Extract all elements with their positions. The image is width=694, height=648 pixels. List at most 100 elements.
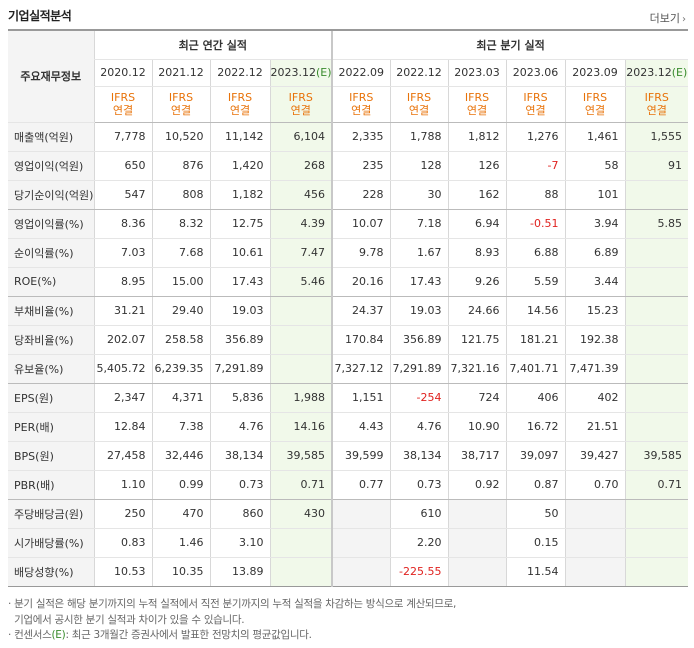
- table-cell: 3.10: [209, 528, 270, 558]
- consolidated-label: 연결: [229, 104, 251, 117]
- consolidated-label: 연결: [170, 104, 192, 117]
- table-row: 유보율(%) 5,405.72 6,239.35 7,291.89 7,327.12 7,…: [8, 354, 689, 384]
- row-label: 주당배당금(원): [8, 499, 94, 529]
- table-cell: [447, 499, 507, 529]
- ifrs-header: IFRS 연결: [389, 86, 449, 123]
- period-header: 2022.09: [331, 59, 391, 87]
- chevron-right-icon[interactable]: ›: [682, 14, 686, 25]
- row-label: 매출액(억원): [8, 122, 94, 152]
- ifrs-header: IFRS 연결: [269, 86, 333, 123]
- table-cell: 15.23: [564, 296, 626, 326]
- quarter-group-header: 최근 분기 실적: [331, 29, 689, 60]
- table-cell: 228: [331, 180, 391, 210]
- ifrs-header: IFRS 연결: [93, 86, 152, 123]
- ifrs-label: IFRS: [523, 91, 548, 104]
- table-cell: 50: [505, 499, 566, 529]
- table-row: PBR(배) 1.10 0.99 0.73 0.71 0.77 0.73 0.92 0.87 0.…: [8, 470, 689, 500]
- table-cell: 170.84: [331, 325, 391, 355]
- table-cell: 20.16: [331, 267, 391, 297]
- table-cell: 29.40: [151, 296, 210, 326]
- row-label: 시가배당률(%): [8, 528, 94, 558]
- table-cell: 7,401.71: [505, 354, 566, 384]
- table-cell: 126: [447, 151, 507, 181]
- table-cell: 32,446: [151, 441, 210, 471]
- table-cell: -225.55: [389, 557, 449, 587]
- period-header: 2022.12: [389, 59, 449, 87]
- table-cell: 4.43: [331, 412, 391, 442]
- table-cell: 7.38: [151, 412, 210, 442]
- period-header-row: 2020.12 2021.12 2022.12 2023.12(E) 2022.09 20…: [8, 59, 689, 87]
- row-label: BPS(원): [8, 441, 94, 471]
- table-cell: [624, 412, 689, 442]
- row-label: 배당성향(%): [8, 557, 94, 587]
- table-cell: 0.99: [151, 470, 210, 500]
- more-link[interactable]: 더보기 ›: [650, 10, 686, 26]
- table-cell: 38,717: [447, 441, 507, 471]
- table-cell: 1,461: [564, 122, 626, 152]
- table-row: 시가배당률(%) 0.83 1.46 3.10 2.20 0.15: [8, 528, 689, 558]
- table-row: 영업이익률(%) 8.36 8.32 12.75 4.39 10.07 7.18 6.94 -0…: [8, 209, 689, 239]
- table-cell: 356.89: [389, 325, 449, 355]
- table-cell: 7.03: [93, 238, 152, 268]
- annual-group-header: 최근 연간 실적: [93, 29, 333, 60]
- note-line: 기업에서 공시한 분기 실적과 차이가 있을 수 있습니다.: [8, 613, 245, 626]
- table-cell: 0.87: [505, 470, 566, 500]
- group-header-row: 주요재무정보 최근 연간 실적 최근 분기 실적: [8, 29, 689, 123]
- row-label: PER(배): [8, 412, 94, 442]
- table-cell: [624, 296, 689, 326]
- estimate-mark: (E): [51, 629, 66, 641]
- table-cell: 128: [389, 151, 449, 181]
- table-cell: 8.36: [93, 209, 152, 239]
- period-label: 2021.12: [158, 66, 204, 79]
- table-cell: 7,321.16: [447, 354, 507, 384]
- table-cell: [624, 557, 689, 587]
- ifrs-label: IFRS: [288, 91, 313, 104]
- period-label: 2023.12: [270, 66, 317, 79]
- table-cell: 30: [389, 180, 449, 210]
- table-cell: 39,097: [505, 441, 566, 471]
- table-cell: 5.46: [269, 267, 333, 297]
- table-cell: 1,788: [389, 122, 449, 152]
- consolidated-label: 연결: [646, 104, 667, 117]
- table-cell: [447, 557, 507, 587]
- estimate-mark: (E): [671, 66, 688, 79]
- table-cell: 38,134: [389, 441, 449, 471]
- table-cell: 0.73: [209, 470, 270, 500]
- table-cell: 4,371: [151, 383, 210, 413]
- table-cell: 8.93: [447, 238, 507, 268]
- table-cell: [624, 354, 689, 384]
- table-body: 매출액(억원) 7,778 10,520 11,142 6,104 2,335 1,788 1…: [8, 122, 689, 587]
- table-cell: 1.46: [151, 528, 210, 558]
- table-row: 영업이익(억원) 650 876 1,420 268 235 128 126 -7 58 91: [8, 151, 689, 181]
- table-row: 당기순이익(억원) 547 808 1,182 456 228 30 162 88 101: [8, 180, 689, 210]
- ifrs-header: IFRS 연결: [624, 86, 689, 123]
- table-cell: 1.10: [93, 470, 152, 500]
- table-cell: 7,291.89: [389, 354, 449, 384]
- table-cell: [269, 325, 333, 355]
- table-cell: 0.77: [331, 470, 391, 500]
- table-cell: 7,471.39: [564, 354, 626, 384]
- table-cell: 31.21: [93, 296, 152, 326]
- note-line: · 컨센서스(E): 최근 3개월간 증권사에서 발표한 전망치의 평균값입니다…: [8, 628, 456, 644]
- ifrs-label: IFRS: [644, 91, 669, 104]
- table-cell: 5,836: [209, 383, 270, 413]
- table-cell: 250: [93, 499, 152, 529]
- table-cell: 1,988: [269, 383, 333, 413]
- table-cell: 0.70: [564, 470, 626, 500]
- table-cell: 402: [564, 383, 626, 413]
- table-cell: [331, 528, 391, 558]
- table-cell: [564, 528, 626, 558]
- table-cell: 6,239.35: [151, 354, 210, 384]
- table-cell: [331, 557, 391, 587]
- table-cell: 17.43: [209, 267, 270, 297]
- table-cell: [269, 296, 333, 326]
- table-cell: [269, 528, 333, 558]
- table-cell: -7: [505, 151, 566, 181]
- ifrs-header: IFRS 연결: [151, 86, 210, 123]
- table-cell: 7.47: [269, 238, 333, 268]
- note-consensus-label: · 컨센서스: [8, 629, 52, 641]
- table-cell: 1,276: [505, 122, 566, 152]
- table-cell: 7.68: [151, 238, 210, 268]
- table-cell: 5.85: [624, 209, 689, 239]
- more-label[interactable]: 더보기: [649, 12, 680, 25]
